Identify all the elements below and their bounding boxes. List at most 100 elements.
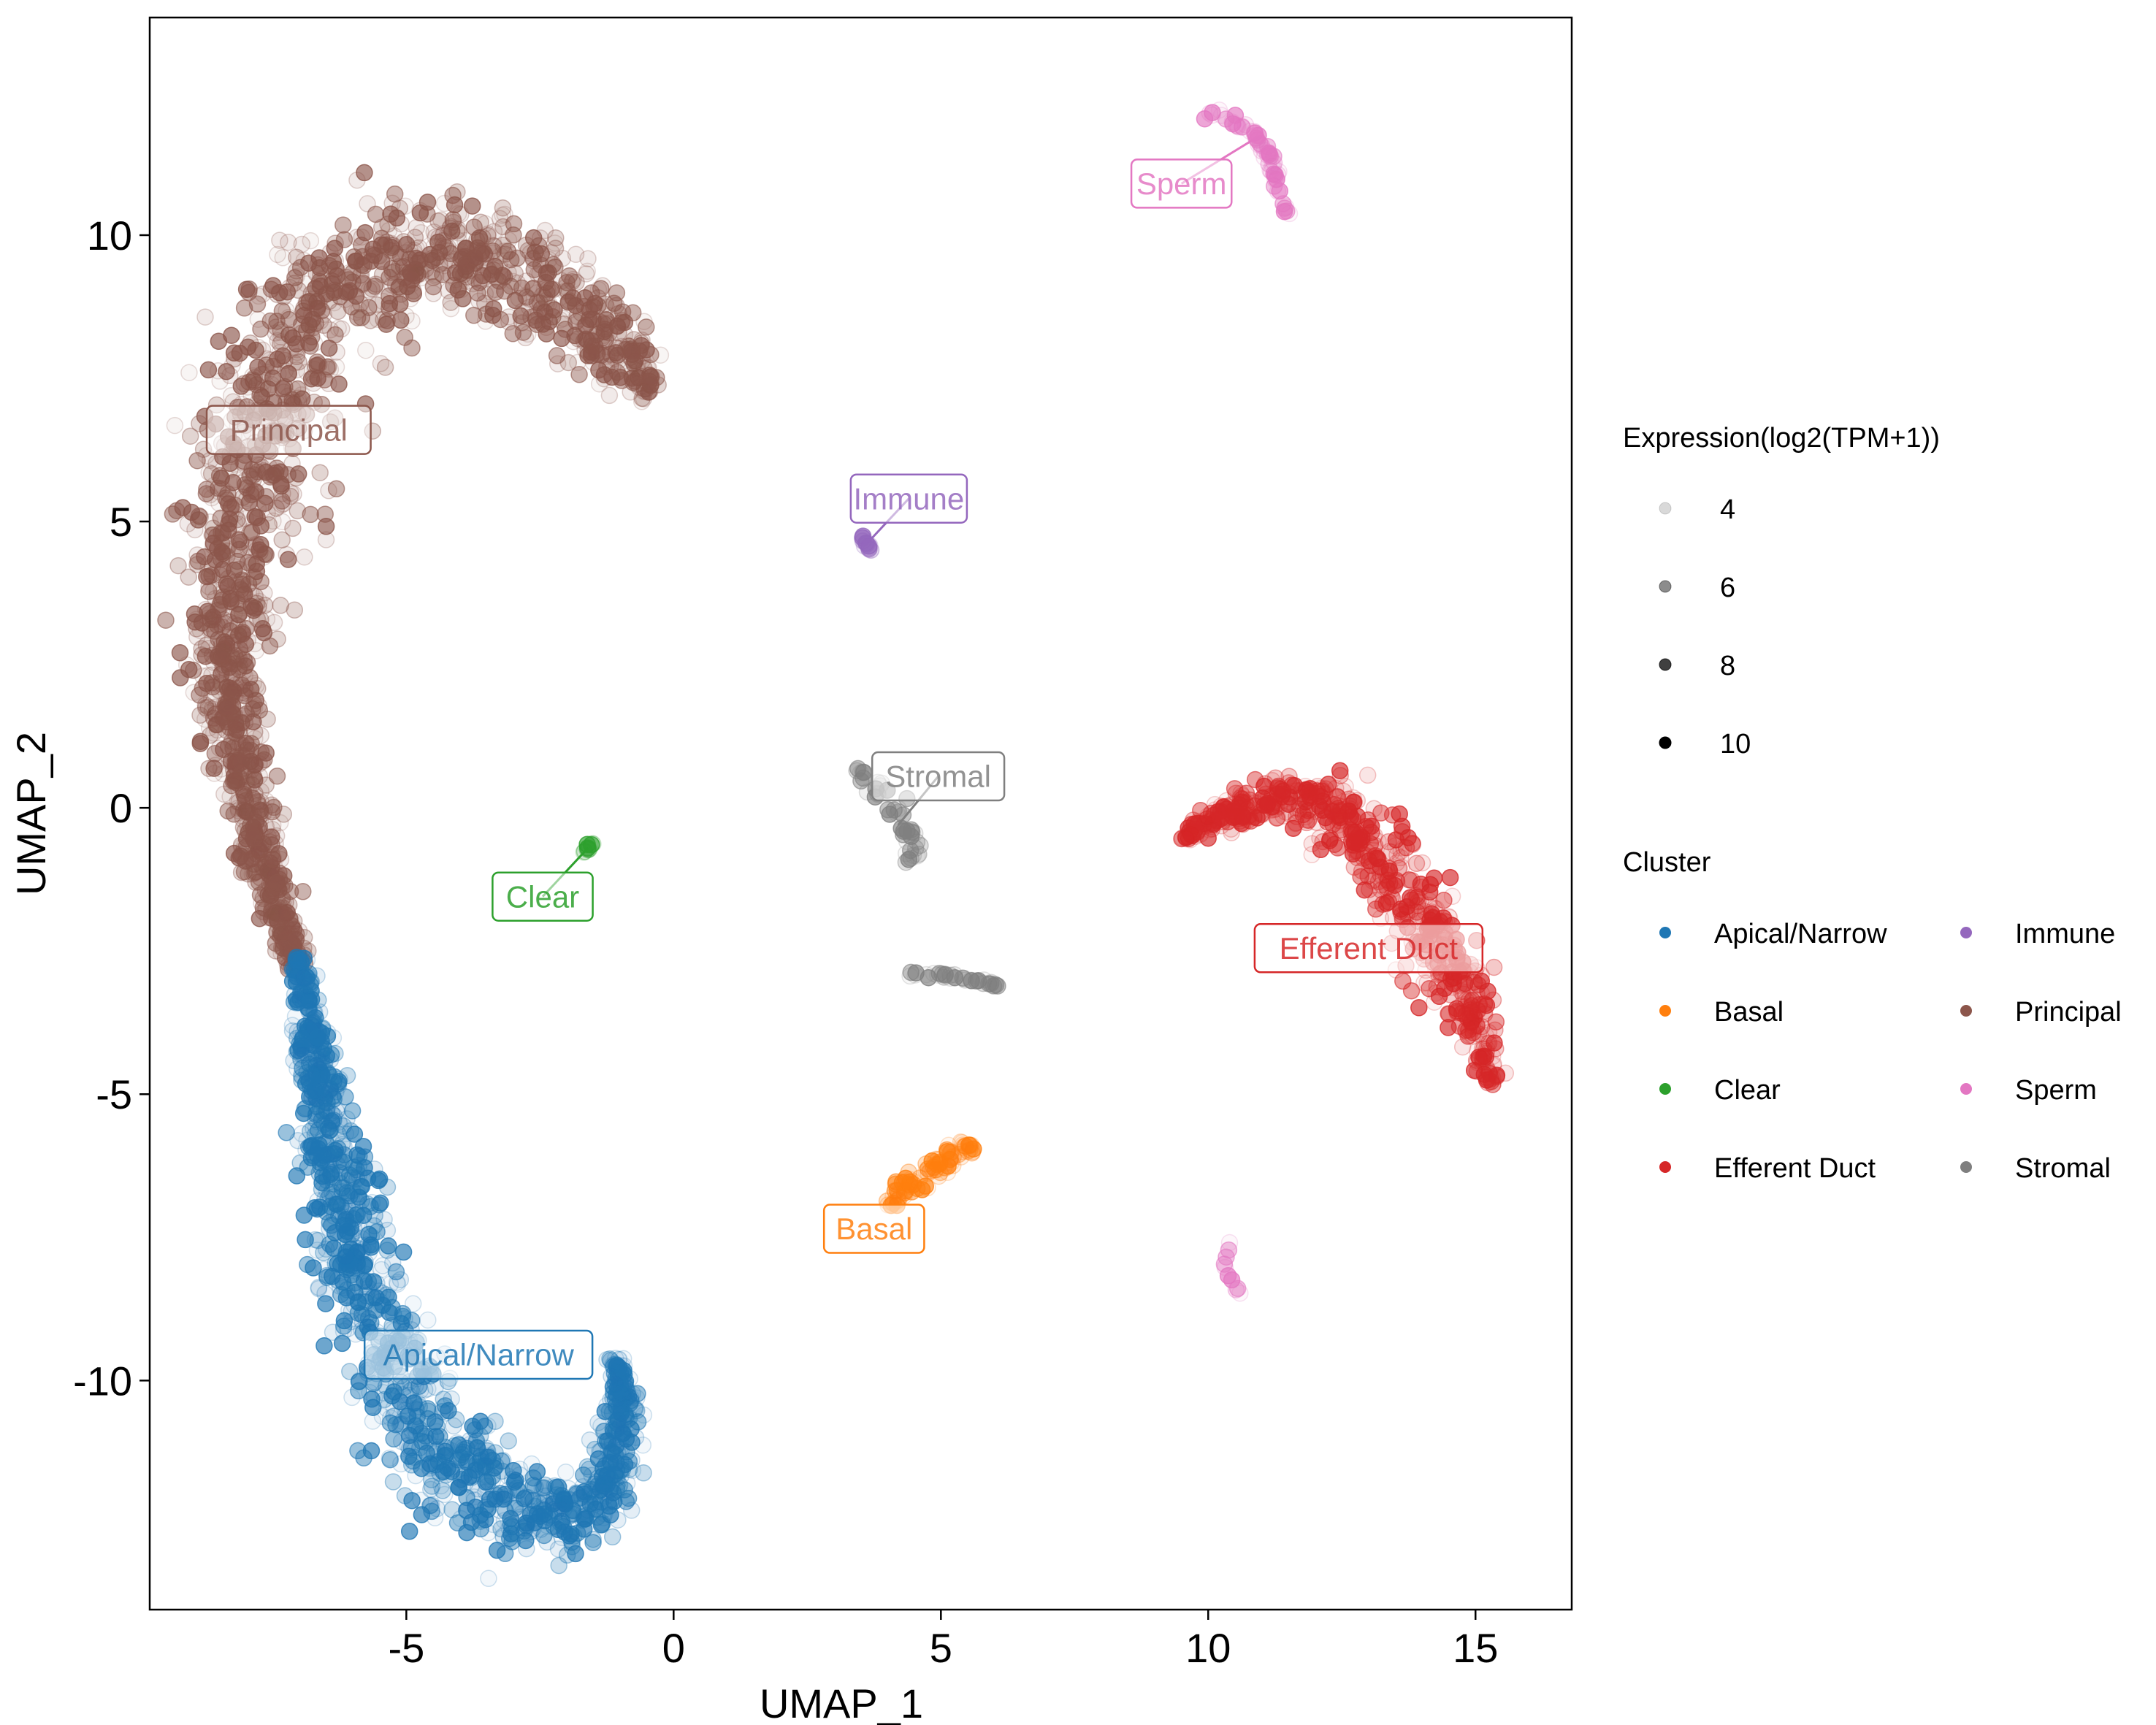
data-point [502,278,520,295]
data-point [323,1112,341,1130]
data-point [485,223,503,240]
data-point [1327,779,1345,798]
data-point [463,197,481,215]
data-point [605,350,624,367]
data-point [239,631,257,649]
data-point [268,873,286,892]
size-legend-key [1659,502,1672,515]
data-point [254,898,272,917]
data-point [577,265,595,283]
data-point [1283,776,1301,794]
data-point [553,1529,571,1547]
data-point [265,613,283,632]
x-axis-label: UMAP_1 [760,1680,923,1725]
data-point [288,502,307,520]
data-point [500,232,518,249]
data-point [278,546,295,564]
data-point [454,290,472,307]
data-point [337,268,355,286]
data-point [248,562,266,581]
data-point [283,1017,302,1034]
data-point [211,372,229,390]
data-point [547,229,565,247]
data-point [180,364,198,381]
legend: Expression(log2(TPM+1)) 4 6 8 10 Cluster Ap… [1623,423,2122,1184]
data-point [1377,879,1396,896]
data-point [472,1412,489,1430]
data-point [616,1481,633,1499]
data-point [425,237,443,256]
data-point [407,1417,424,1435]
data-point [616,1456,634,1474]
data-point [198,481,215,498]
data-point [1182,825,1200,844]
data-point [1215,1255,1234,1273]
data-point [975,971,993,989]
data-point [546,258,564,276]
data-point [626,353,644,370]
data-point [251,592,268,611]
size-legend-label: 4 [1720,494,1735,525]
data-point [292,1066,310,1084]
data-point [343,1102,362,1120]
color-legend-label: Stromal [2015,1153,2111,1184]
data-point [372,355,390,372]
data-point [434,266,451,283]
data-point [1231,796,1248,814]
data-point [244,367,261,385]
data-point [421,1458,440,1476]
data-point [245,372,262,391]
data-point [391,1416,409,1434]
data-point [249,338,267,356]
data-point [403,271,421,289]
data-point [444,210,462,229]
data-point [228,511,246,529]
data-point [499,242,516,260]
data-point [547,1478,565,1496]
data-point [335,216,352,234]
data-point [288,248,305,266]
data-point [333,320,351,338]
data-point [500,264,517,282]
data-point [188,556,206,573]
data-point [494,237,512,254]
data-point [286,269,304,287]
data-point [527,311,545,329]
data-point [306,1199,324,1217]
data-point [567,297,584,315]
data-point [633,389,651,408]
data-point [403,1491,421,1510]
data-point [622,1502,641,1519]
data-point [196,308,214,326]
data-point [310,1164,328,1182]
y-tick-label: 5 [110,499,132,545]
data-point [394,1243,413,1261]
data-point [188,546,206,564]
data-point [535,1526,553,1545]
y-axis-ticks: -10 -5 0 5 10 [73,213,150,1404]
data-point [287,262,305,280]
data-point [180,660,198,678]
data-point [468,232,486,249]
data-point [1303,846,1321,864]
data-point [435,1485,454,1504]
label-text: Basal [836,1212,912,1246]
data-point [548,355,567,372]
data-point [297,1231,314,1249]
data-point [397,197,414,215]
data-point [1402,982,1421,1000]
data-point [235,299,253,317]
data-point [225,806,243,823]
label-text: Clear [506,879,579,914]
data-point [1365,800,1383,817]
data-point [248,295,267,313]
data-point [375,1211,393,1228]
data-point [1459,1028,1477,1045]
data-point [278,283,297,301]
data-point [472,213,489,231]
data-point [1217,110,1235,128]
data-point [275,806,293,823]
data-point [1421,980,1438,998]
data-point [397,1396,414,1415]
